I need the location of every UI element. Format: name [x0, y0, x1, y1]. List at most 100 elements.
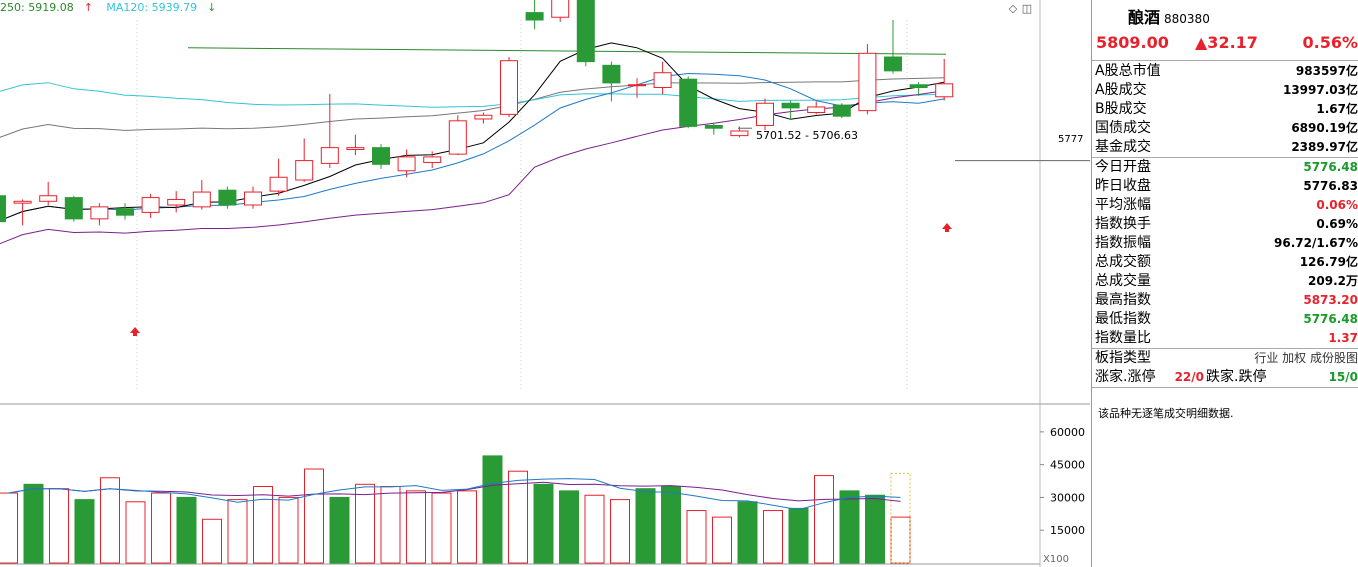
candle-body — [320, 147, 339, 164]
divider — [1092, 60, 1358, 61]
stat-row: 今日开盘 5776.48 — [1092, 158, 1358, 177]
candle-body — [39, 195, 58, 202]
candle-body — [141, 197, 160, 213]
price-change: ▲32.17 — [1195, 33, 1258, 52]
candle-body — [167, 198, 186, 206]
stat-row: 国债成交 6890.19亿 — [1092, 119, 1358, 138]
volume-bar — [49, 488, 69, 564]
candle-body — [13, 200, 32, 204]
candle-body — [551, 0, 570, 18]
candle-body — [884, 56, 902, 72]
volume-chart[interactable]: 60000 45000 30000 15000 X100 — [0, 405, 1090, 567]
ma20-line — [0, 90, 945, 245]
stat-value: 96.72/1.67% — [1274, 236, 1358, 250]
candlestick-chart[interactable]: 5777 5701.52 - 5706.63 — [0, 0, 1090, 405]
index-name: 酿酒 — [1128, 8, 1161, 27]
ma120-line — [0, 82, 945, 108]
volume-bar — [839, 490, 860, 564]
candle-body — [474, 114, 493, 120]
stat-value: 13997.03亿 — [1282, 83, 1358, 97]
candle-body — [218, 189, 237, 206]
volume-bar — [151, 492, 171, 564]
diamond-icon[interactable]: ◇ — [1008, 2, 1018, 15]
ma250-label: 250: 5919.08 ↑ — [0, 1, 93, 14]
candle-body — [90, 206, 109, 220]
stat-value: 126.79亿 — [1299, 255, 1358, 269]
volume-bar — [227, 499, 248, 564]
buy-signal-arrow — [942, 223, 952, 232]
candle-body — [730, 130, 749, 137]
no-tick-data-note: 该品种无逐笔成交明细数据. — [1098, 407, 1234, 420]
kline-chart-area[interactable]: 5777 5701.52 - 5706.63 60000 45000 30000 150… — [0, 0, 1090, 567]
stat-label: 跌家.跌停 — [1206, 369, 1267, 385]
candle-body — [628, 84, 646, 87]
candle-body — [858, 52, 877, 112]
stat-label: 昨日收盘 — [1095, 178, 1151, 194]
candle-body — [807, 106, 826, 113]
stat-label: 最低指数 — [1095, 311, 1151, 327]
stat-label: A股总市值 — [1095, 63, 1161, 79]
candle-body — [704, 124, 723, 129]
stats-list: A股总市值 983597亿 A股成交 13997.03亿 B股成交 1.67亿国债成交 68… — [1092, 62, 1358, 388]
stat-label: 板指类型 — [1095, 350, 1151, 366]
volume-bar — [737, 501, 758, 564]
axis-price-label: 5777 — [1058, 134, 1083, 145]
stat-row: 总成交额 126.79亿 — [1092, 253, 1358, 272]
volume-bar — [431, 492, 452, 564]
ma250-line — [187, 47, 947, 55]
stat-row: A股总市值 983597亿 — [1092, 62, 1358, 81]
volume-axis-label: 15000 — [1050, 524, 1085, 537]
candle-body — [269, 176, 288, 192]
divider — [1092, 157, 1358, 158]
stat-value: 5776.48 — [1303, 160, 1358, 174]
candle-body — [423, 156, 442, 163]
stat-label: 国债成交 — [1095, 120, 1151, 136]
candle-body — [576, 0, 595, 63]
volume-bar — [584, 494, 605, 564]
stat-value: 1.67亿 — [1316, 102, 1358, 116]
volume-bar — [23, 483, 44, 564]
stat-label: 总成交额 — [1095, 254, 1151, 270]
percent-change: 0.56% — [1302, 33, 1358, 52]
stat-row: 指数振幅 96.72/1.67% — [1092, 234, 1358, 253]
volume-bar — [125, 501, 146, 564]
candle-body — [64, 197, 83, 220]
stat-row: 指数量比 1.37 — [1092, 329, 1358, 348]
volume-bar — [253, 486, 273, 564]
candle-body — [116, 208, 134, 216]
stat-value: 2389.97亿 — [1291, 140, 1358, 154]
stat-value: 22/0 — [1174, 370, 1204, 384]
candle-body — [0, 195, 6, 223]
quote-panel: 酿酒 880380 5809.00 ▲32.17 0.56% A股总市值 98359… — [1091, 0, 1358, 567]
buy-signal-arrow — [130, 327, 140, 336]
volume-bar — [712, 516, 732, 564]
stat-value: 1.37 — [1328, 331, 1358, 345]
volume-bar — [635, 488, 656, 564]
stat-label: 指数换手 — [1095, 216, 1151, 232]
stat-value: 0.06% — [1316, 198, 1358, 212]
candle-body — [909, 84, 928, 89]
volume-bar — [788, 507, 809, 564]
stat-row: A股成交 13997.03亿 — [1092, 81, 1358, 100]
stat-value: 209.2万 — [1308, 274, 1358, 288]
candle-body — [372, 147, 390, 165]
volume-bar — [814, 475, 834, 564]
volume-bar — [508, 470, 528, 564]
stat-label: B股成交 — [1095, 101, 1147, 117]
stat-value[interactable]: 行业 加权 成份股图 — [1254, 351, 1358, 365]
index-code: 880380 — [1164, 12, 1210, 26]
stat-row: 昨日收盘 5776.83 — [1092, 177, 1358, 196]
panel-toggle-icon[interactable]: ◫ — [1021, 2, 1033, 15]
candle-body — [295, 160, 314, 181]
volume-bar — [661, 486, 681, 564]
stat-value: 5776.48 — [1303, 312, 1358, 326]
volume-ma5-line — [7, 478, 901, 511]
volume-unit-label: X100 — [1043, 554, 1069, 565]
candle-body — [448, 120, 467, 155]
divider — [1092, 348, 1358, 349]
stat-row: B股成交 1.67亿 — [1092, 100, 1358, 119]
stat-label: 平均涨幅 — [1095, 197, 1151, 213]
stat-value: 15/0 — [1328, 370, 1358, 384]
volume-bar — [610, 499, 630, 564]
candle-body — [525, 12, 544, 21]
